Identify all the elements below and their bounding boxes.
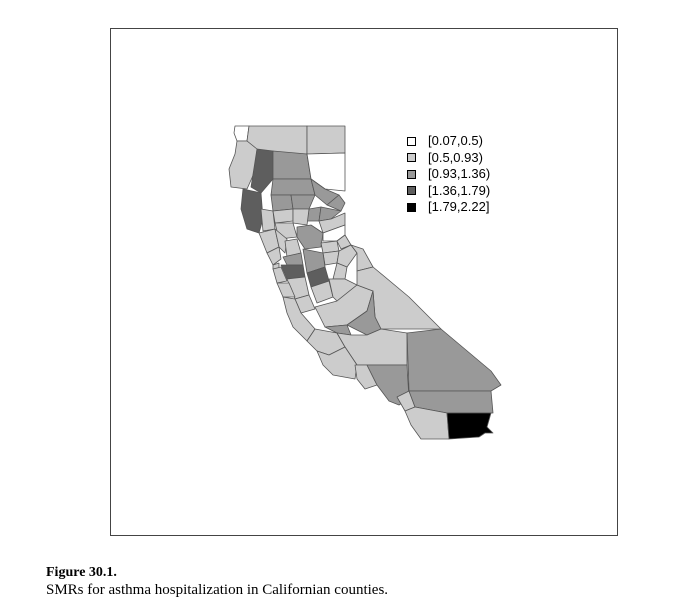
county-colusa	[272, 208, 294, 224]
legend-swatch	[407, 153, 416, 163]
legend: [0.07,0.5) [0.5,0.93) [0.93,1.36) [1.36,…	[407, 133, 490, 216]
legend-item: [0.5,0.93)	[407, 150, 490, 167]
legend-item: [1.36,1.79)	[407, 183, 490, 200]
caption-text: SMRs for asthma hospitalization in Calif…	[46, 582, 389, 598]
county-napa	[274, 228, 288, 254]
county-los-angeles	[366, 364, 410, 406]
county-del-norte	[233, 125, 250, 142]
county-imperial	[446, 412, 494, 440]
county-mendocino	[240, 188, 264, 234]
caption-title: Figure 30.1.	[46, 565, 117, 580]
legend-label: [0.07,0.5)	[428, 133, 483, 149]
legend-label: [1.36,1.79)	[428, 182, 491, 198]
county-trinity	[250, 148, 274, 194]
county-placer	[318, 212, 346, 234]
county-modoc	[306, 125, 346, 155]
legend-swatch	[407, 136, 416, 146]
legend-label: [0.93,1.36)	[428, 166, 491, 182]
county-sierra	[326, 194, 346, 212]
legend-label: [0.5,0.93)	[428, 149, 483, 165]
county-mono	[350, 244, 374, 272]
legend-swatch	[407, 186, 416, 196]
legend-item: [0.07,0.5)	[407, 133, 490, 150]
legend-item: [1.79,2.22]	[407, 199, 490, 216]
legend-item: [0.93,1.36)	[407, 166, 490, 183]
county-shasta	[272, 150, 312, 180]
county-san-mateo	[272, 266, 288, 284]
county-butte	[290, 194, 316, 210]
county-inyo	[356, 266, 442, 330]
county-lassen	[306, 152, 346, 192]
county-calaveras	[322, 250, 340, 266]
map-frame: [0.07,0.5) [0.5,0.93) [0.93,1.36) [1.36,…	[110, 28, 618, 536]
county-santa-cruz	[276, 282, 296, 298]
california-choropleth-map	[228, 125, 502, 440]
county-glenn	[270, 194, 294, 212]
legend-label: [1.79,2.22]	[428, 199, 490, 215]
figure-caption: Figure 30.1. SMRs for asthma hospitaliza…	[46, 564, 388, 600]
legend-swatch	[407, 169, 416, 179]
legend-swatch	[407, 202, 416, 212]
county-ventura	[354, 364, 378, 390]
county-tehama	[270, 178, 316, 196]
county-contra-costa	[282, 252, 304, 266]
county-san-bernardino	[406, 328, 502, 392]
county-san-diego	[404, 406, 450, 440]
county-tuolumne	[336, 244, 358, 268]
county-marin	[266, 246, 282, 266]
county-sacramento	[296, 224, 324, 250]
county-sutter	[292, 208, 310, 226]
county-humboldt	[228, 140, 258, 190]
